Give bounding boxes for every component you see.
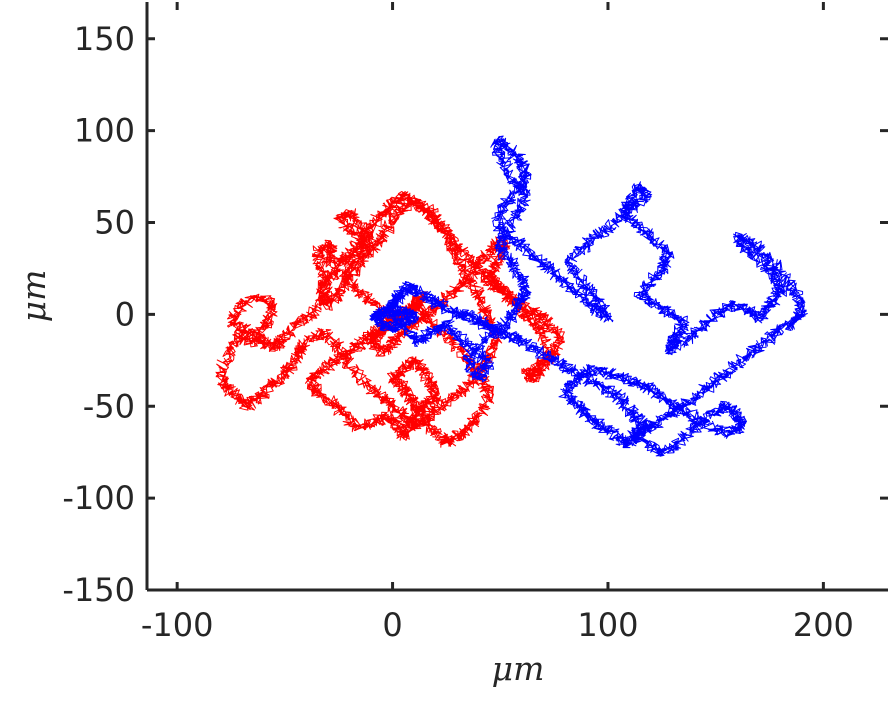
x-tick-label: 200 xyxy=(793,606,854,644)
x-tick-label: 0 xyxy=(382,606,402,644)
y-axis-label: μm xyxy=(14,270,53,323)
x-tick-label: -100 xyxy=(141,606,214,644)
x-tick-label: 100 xyxy=(577,606,638,644)
y-tick-label: -150 xyxy=(62,571,135,609)
series-red-trajectory xyxy=(215,191,565,448)
y-tick-label: -50 xyxy=(83,387,135,425)
y-tick-label: 0 xyxy=(115,295,135,333)
y-tick-label: 50 xyxy=(94,204,135,242)
y-tick-label: 150 xyxy=(74,20,135,58)
series-blue-trajectory xyxy=(369,135,808,457)
y-tick-label: -100 xyxy=(62,479,135,517)
series-layer xyxy=(215,135,808,457)
y-tick-label: 100 xyxy=(74,112,135,150)
x-axis-label: μm xyxy=(492,649,545,688)
